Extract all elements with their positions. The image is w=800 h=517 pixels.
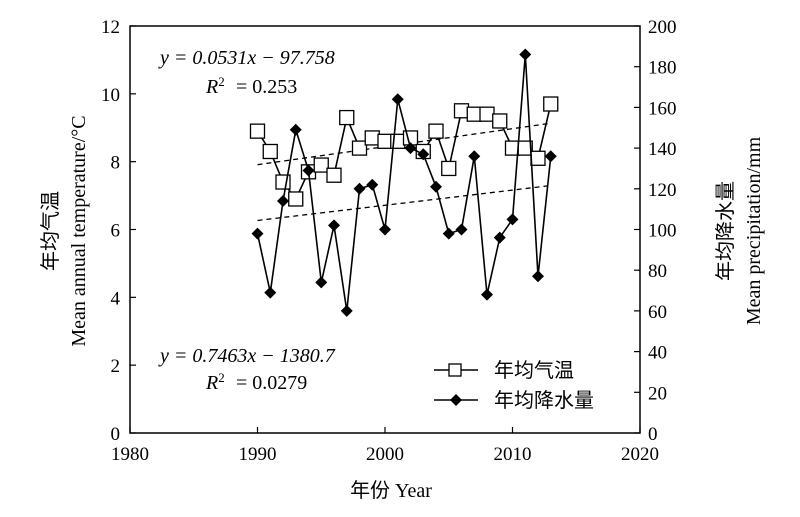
legend-precip-marker bbox=[450, 394, 462, 406]
x-tick-label: 2020 bbox=[621, 444, 659, 465]
x-tick-label: 2000 bbox=[366, 444, 404, 465]
precip-point bbox=[468, 150, 481, 163]
precip-point bbox=[353, 182, 366, 195]
precip-point bbox=[379, 223, 391, 236]
y-left-tick-label: 0 bbox=[111, 424, 121, 445]
temp-point bbox=[326, 167, 342, 183]
precip-point bbox=[391, 93, 404, 106]
temp-point bbox=[492, 113, 508, 129]
temp-point bbox=[530, 150, 546, 166]
temp-point bbox=[313, 157, 329, 173]
precip-point bbox=[417, 148, 430, 161]
temp-point bbox=[453, 103, 470, 119]
data-series bbox=[249, 48, 559, 317]
precip-point bbox=[340, 304, 353, 317]
precip-point bbox=[493, 231, 506, 244]
y-left-tick-label: 2 bbox=[111, 356, 121, 377]
legend: 年均气温 年均降水量 bbox=[434, 359, 594, 412]
y-left-tick-label: 4 bbox=[111, 288, 121, 309]
x-tick-label: 1980 bbox=[111, 444, 149, 465]
y-left-tick-label: 6 bbox=[111, 221, 121, 242]
precip-point bbox=[328, 219, 340, 232]
temp-point bbox=[466, 106, 482, 122]
precip-point bbox=[277, 195, 289, 208]
trendline-precip bbox=[257, 184, 551, 222]
precip-point bbox=[315, 276, 328, 289]
legend-precip-label: 年均降水量 bbox=[494, 389, 594, 412]
y-right-label-group: 年均降水量 Mean precipitation/mm bbox=[714, 136, 765, 325]
y-right-tick-label: 20 bbox=[648, 383, 667, 404]
precip-r2-value: = 0.0279 bbox=[236, 372, 307, 394]
axes: 1980 1990 2000 2010 202002468101202040608010… bbox=[101, 17, 677, 465]
precip-r2: R2 = 0.0279 bbox=[205, 370, 307, 395]
y-right-tick-label: 60 bbox=[648, 302, 667, 323]
temp-point bbox=[351, 140, 368, 156]
y-left-tick-label: 8 bbox=[111, 153, 121, 174]
precip-point bbox=[532, 270, 544, 283]
precip-point bbox=[544, 150, 557, 163]
y-left-tick-label: 12 bbox=[101, 17, 120, 38]
y-left-label-en: Mean annual temperature/°C bbox=[68, 115, 90, 346]
y-right-label-en: Mean precipitation/mm bbox=[743, 136, 765, 325]
temp-point bbox=[262, 143, 278, 160]
precip-point bbox=[251, 227, 264, 240]
y-right-tick-label: 0 bbox=[648, 424, 658, 445]
precip-point bbox=[366, 178, 379, 191]
temp-r2-symbol: R2 bbox=[205, 74, 225, 99]
temp-point bbox=[441, 160, 457, 177]
temp-equation: y = 0.0531x − 97.758 bbox=[158, 47, 335, 69]
precip-point bbox=[430, 180, 442, 193]
precip-r2-symbol: R2 bbox=[205, 370, 225, 395]
temp-r2: R2 = 0.253 bbox=[205, 74, 297, 99]
series-line-precip bbox=[256, 54, 552, 312]
temp-r2-value: = 0.253 bbox=[236, 76, 297, 98]
temp-point bbox=[377, 133, 393, 149]
legend-temp-marker bbox=[448, 363, 462, 377]
x-tick-label: 1990 bbox=[239, 444, 277, 465]
precip-point bbox=[404, 142, 417, 155]
y-right-tick-label: 100 bbox=[648, 221, 677, 242]
precip-point bbox=[481, 288, 493, 301]
temp-point bbox=[288, 191, 304, 207]
precip-point bbox=[289, 123, 302, 136]
precip-point bbox=[455, 223, 468, 236]
y-right-tick-label: 160 bbox=[648, 98, 677, 119]
y-left-tick-label: 10 bbox=[101, 85, 120, 106]
y-right-tick-label: 140 bbox=[648, 139, 677, 160]
temp-point bbox=[543, 96, 559, 112]
y-right-tick-label: 120 bbox=[648, 180, 677, 201]
y-left-label-cn: 年均气温 bbox=[39, 191, 62, 271]
precip-point bbox=[302, 164, 315, 177]
legend-temp-label: 年均气温 bbox=[494, 359, 574, 382]
precip-point bbox=[506, 213, 519, 226]
temp-point bbox=[339, 109, 355, 126]
precip-point bbox=[264, 286, 277, 299]
precip-point bbox=[519, 48, 532, 61]
temp-point bbox=[479, 106, 495, 122]
x-axis-label: 年份 Year bbox=[350, 479, 432, 502]
y-right-tick-label: 180 bbox=[648, 58, 677, 79]
x-tick-label: 2010 bbox=[494, 444, 532, 465]
temp-point bbox=[364, 130, 380, 146]
precip-point bbox=[442, 227, 455, 240]
y-right-tick-label: 40 bbox=[648, 343, 667, 364]
temp-point bbox=[428, 123, 444, 139]
temp-point bbox=[249, 123, 266, 139]
y-right-label-cn: 年均降水量 bbox=[714, 181, 737, 281]
y-right-tick-label: 200 bbox=[648, 17, 677, 38]
y-left-label-group: 年均气温 Mean annual temperature/°C bbox=[39, 115, 90, 346]
precip-equation: y = 0.7463x − 1380.7 bbox=[158, 345, 336, 367]
y-right-tick-label: 80 bbox=[648, 261, 667, 282]
